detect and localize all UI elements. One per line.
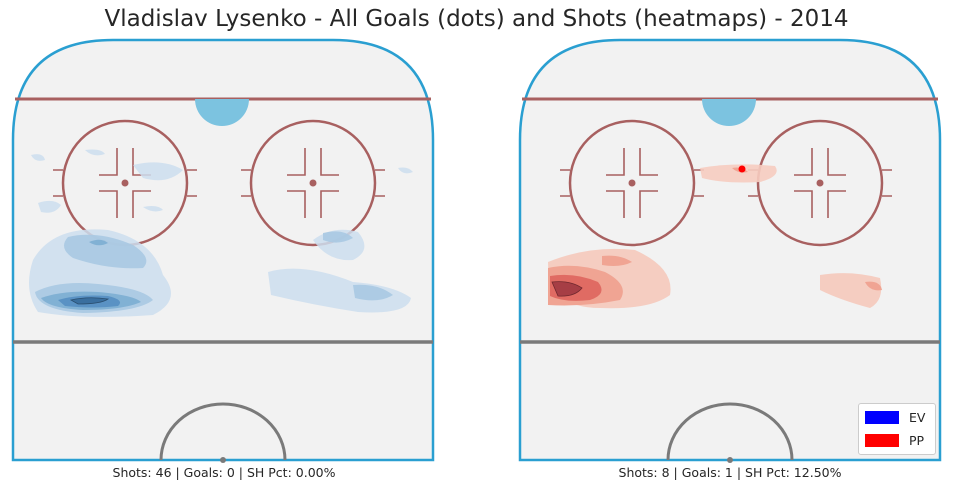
legend: EV PP (858, 403, 936, 455)
pp-rink (518, 38, 942, 465)
pp-caption: Shots: 8 | Goals: 1 | SH Pct: 12.50% (618, 465, 842, 480)
legend-swatch-pp (865, 433, 899, 447)
legend-item-ev: EV (865, 409, 925, 425)
legend-swatch-ev (865, 410, 899, 424)
pp-goal-dot (738, 165, 746, 173)
legend-label-ev: EV (909, 409, 926, 425)
ev-shot-heatmap (29, 149, 413, 317)
chart-title: Vladislav Lysenko - All Goals (dots) and… (104, 6, 849, 32)
ev-caption: Shots: 46 | Goals: 0 | SH Pct: 0.00% (112, 465, 336, 480)
legend-label-pp: PP (909, 432, 925, 448)
legend-item-pp: PP (865, 432, 924, 448)
ev-rink (11, 38, 435, 465)
pp-shot-heatmap (548, 164, 882, 309)
